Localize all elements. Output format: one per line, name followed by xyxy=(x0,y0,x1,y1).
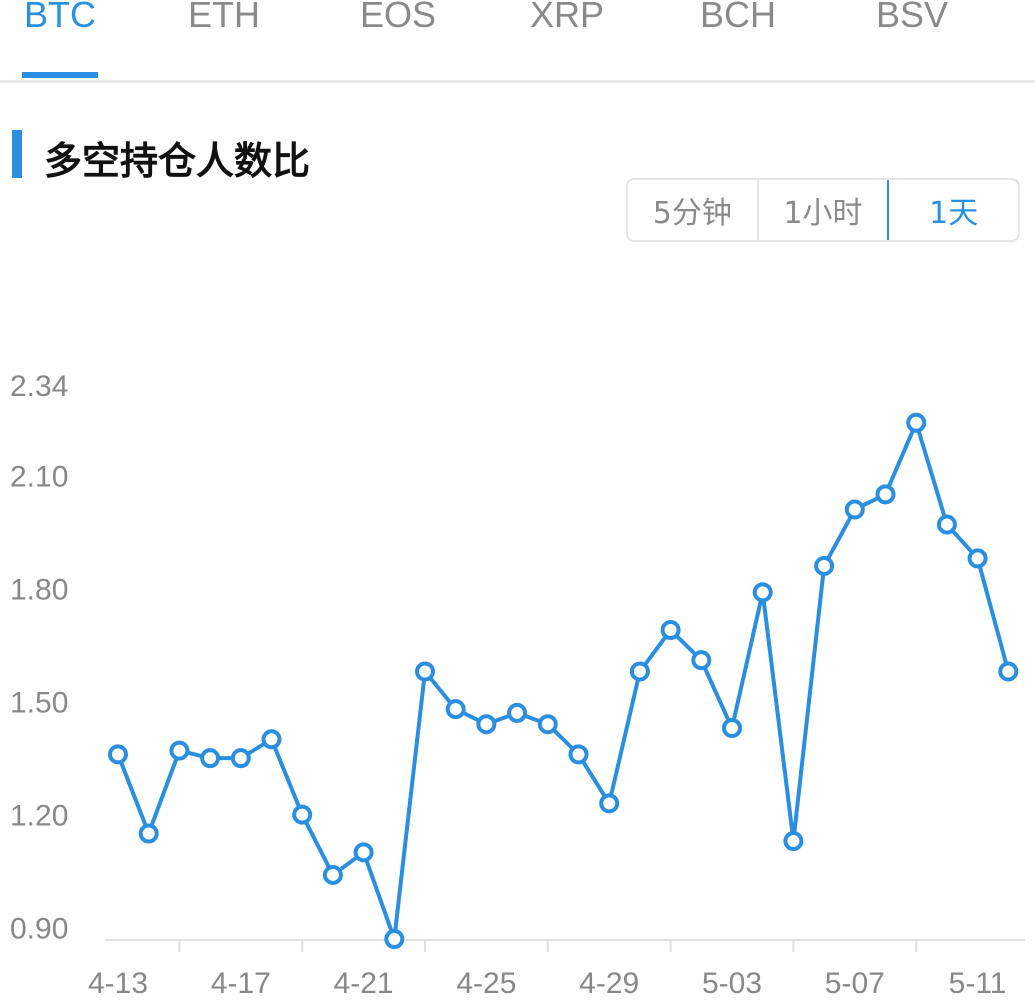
data-point-4-13 xyxy=(108,744,128,765)
data-point-4-23 xyxy=(415,661,435,682)
tab-eos[interactable]: EOS xyxy=(360,0,437,35)
y-tick-label: 0.90 xyxy=(10,913,68,946)
y-tick-label: 2.34 xyxy=(10,370,68,403)
data-point-4-15 xyxy=(169,740,190,761)
tab-bch[interactable]: BCH xyxy=(700,0,777,35)
data-point-4-27 xyxy=(537,714,558,735)
x-tick-label: 4-13 xyxy=(88,967,148,1000)
data-point-4-28 xyxy=(568,744,589,765)
x-tick-label: 5-07 xyxy=(825,967,885,1000)
data-point-4-14 xyxy=(138,823,159,844)
data-point-5-05 xyxy=(783,831,804,852)
x-tick-label: 4-29 xyxy=(579,967,639,1000)
data-point-4-21 xyxy=(353,842,374,863)
section-accent-bar xyxy=(12,130,22,178)
tab-eth[interactable]: ETH xyxy=(188,0,260,35)
data-point-4-17 xyxy=(230,748,251,769)
y-tick-label: 1.80 xyxy=(10,574,68,607)
interval-selector: 5分钟 1小时 1天 xyxy=(626,178,1020,242)
tab-bsv[interactable]: BSV xyxy=(876,0,949,35)
data-point-5-04 xyxy=(752,582,773,603)
active-tab-indicator xyxy=(22,72,98,78)
data-point-4-18 xyxy=(261,729,282,750)
data-point-5-11 xyxy=(967,548,988,569)
data-point-4-16 xyxy=(200,748,221,769)
data-point-4-30 xyxy=(629,661,650,682)
data-point-5-01 xyxy=(660,620,681,641)
data-point-4-22 xyxy=(384,929,405,949)
tab-btc[interactable]: BTC xyxy=(24,0,96,35)
data-point-5-02 xyxy=(691,650,712,671)
data-point-5-10 xyxy=(936,514,957,535)
coin-tabs: BTC ETH EOS XRP BCH BSV xyxy=(0,0,1035,83)
series-line xyxy=(116,420,1011,941)
y-tick-label: 1.20 xyxy=(10,800,68,833)
x-tick-label: 5-11 xyxy=(949,967,1007,1000)
data-point-4-20 xyxy=(322,864,343,885)
x-tick-label: 4-17 xyxy=(211,967,271,1000)
data-point-5-07 xyxy=(844,499,865,520)
x-tick-label: 4-21 xyxy=(334,967,394,1000)
y-tick-label: 1.50 xyxy=(10,687,68,720)
data-point-5-09 xyxy=(906,412,927,433)
data-point-4-25 xyxy=(476,714,497,735)
data-point-5-03 xyxy=(722,717,742,738)
data-point-5-06 xyxy=(814,555,835,576)
x-tick-label: 5-03 xyxy=(702,967,762,1000)
data-point-5-08 xyxy=(875,484,896,505)
x-tick-label: 4-25 xyxy=(456,967,516,1000)
y-tick-label: 2.10 xyxy=(10,461,68,494)
data-point-4-29 xyxy=(599,793,620,814)
data-point-4-19 xyxy=(292,804,313,825)
data-point-4-26 xyxy=(507,702,528,723)
interval-button-0[interactable]: 5分钟 xyxy=(628,180,759,240)
section-title: 多空持仓人数比 xyxy=(44,139,311,183)
data-point-4-24 xyxy=(445,699,466,720)
tab-xrp[interactable]: XRP xyxy=(530,0,605,35)
data-point-5-12 xyxy=(998,661,1019,682)
interval-button-2[interactable]: 1天 xyxy=(887,180,1018,240)
